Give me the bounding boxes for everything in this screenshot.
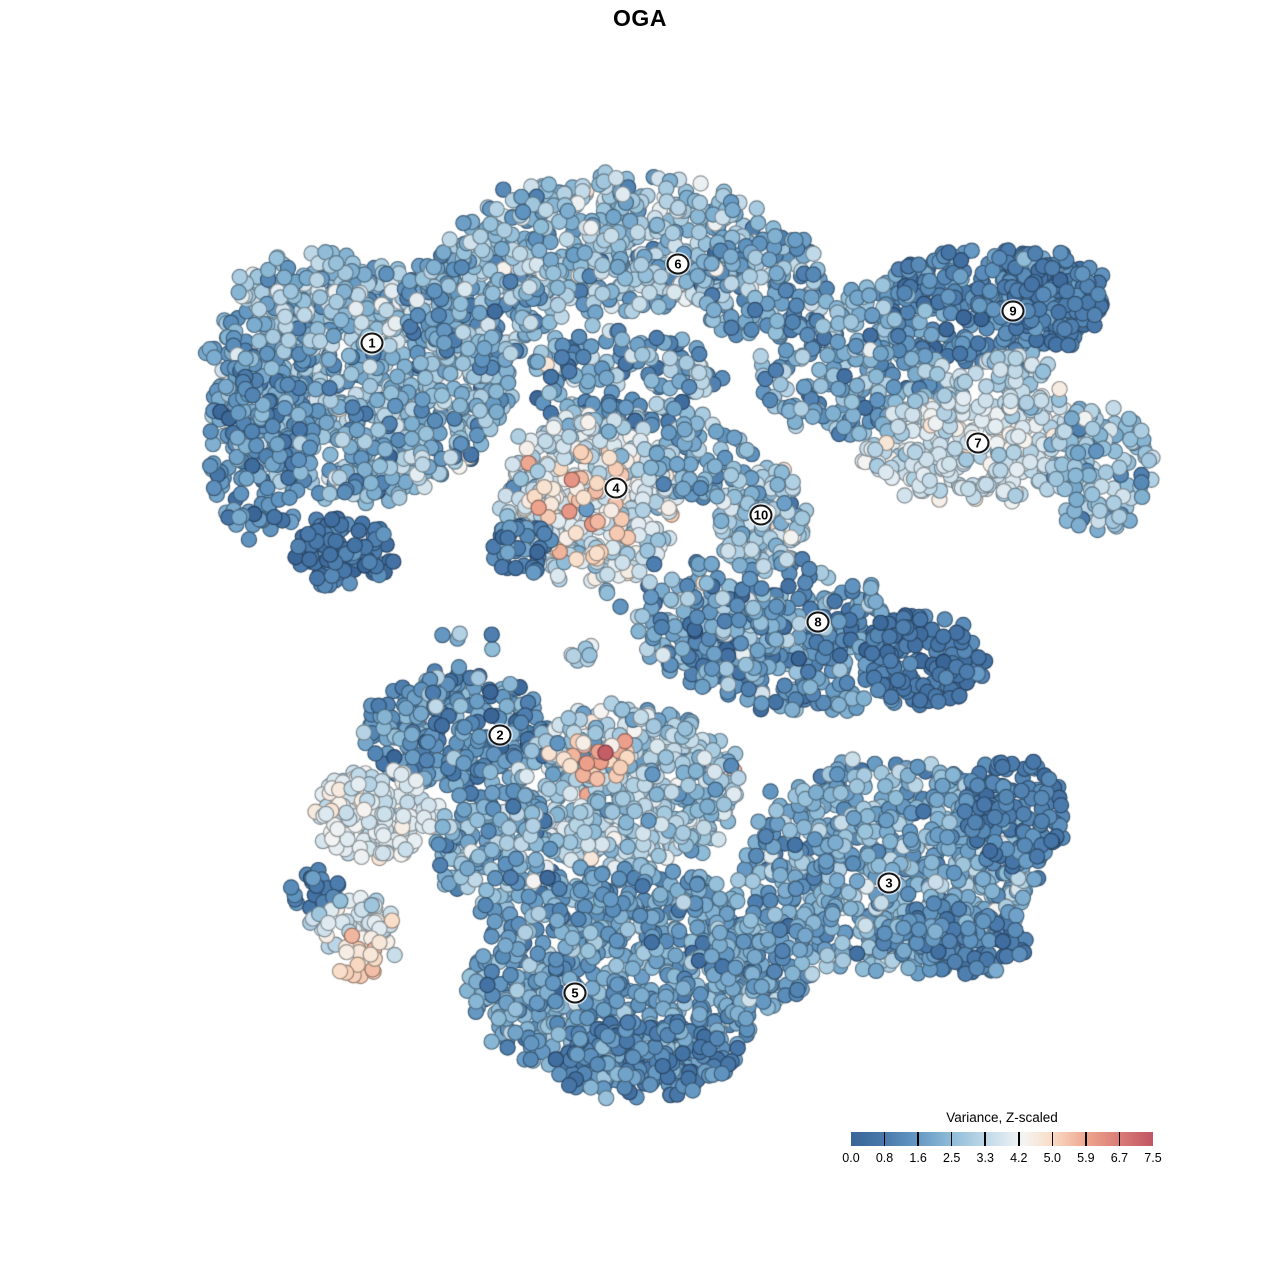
cluster-label-7: 7 <box>966 432 990 454</box>
colorbar-legend: Variance, Z-scaled 0.0 0.8 1.6 2.5 3.3 4.2 5.0… <box>838 1110 1166 1174</box>
colorbar-tick <box>950 1132 953 1146</box>
colorbar-tick-label: 0.0 <box>842 1151 860 1165</box>
cluster-label-3: 3 <box>877 872 901 894</box>
colorbar-tick <box>883 1132 886 1146</box>
colorbar-tick-label: 7.5 <box>1144 1151 1162 1165</box>
colorbar-tick <box>984 1132 986 1146</box>
cluster-label-5: 5 <box>563 982 587 1004</box>
colorbar-tick <box>917 1132 919 1146</box>
colorbar-tick <box>1051 1132 1054 1146</box>
colorbar-tick-label: 0.8 <box>875 1151 894 1165</box>
colorbar-tick-label: 6.7 <box>1110 1151 1129 1165</box>
colorbar-tick <box>1085 1132 1087 1146</box>
colorbar-tick-label: 1.6 <box>909 1151 927 1165</box>
colorbar-tick <box>1018 1132 1020 1146</box>
cluster-label-10: 10 <box>749 504 773 526</box>
cluster-label-2: 2 <box>488 724 512 746</box>
colorbar-title: Variance, Z-scaled <box>946 1110 1058 1125</box>
colorbar-tick <box>1118 1132 1121 1146</box>
cluster-label-4: 4 <box>604 477 628 499</box>
colorbar-tick-label: 5.9 <box>1077 1151 1095 1165</box>
colorbar-tick-label: 2.5 <box>942 1151 961 1165</box>
colorbar-tick-label: 5.0 <box>1043 1151 1062 1165</box>
cluster-label-8: 8 <box>806 611 830 633</box>
colorbar-tick-label: 4.2 <box>1010 1151 1028 1165</box>
colorbar-tick-label: 3.3 <box>976 1151 994 1165</box>
colorbar <box>851 1132 1153 1146</box>
cluster-label-1: 1 <box>360 332 384 354</box>
cluster-label-6: 6 <box>666 253 690 275</box>
cluster-label-9: 9 <box>1001 300 1025 322</box>
